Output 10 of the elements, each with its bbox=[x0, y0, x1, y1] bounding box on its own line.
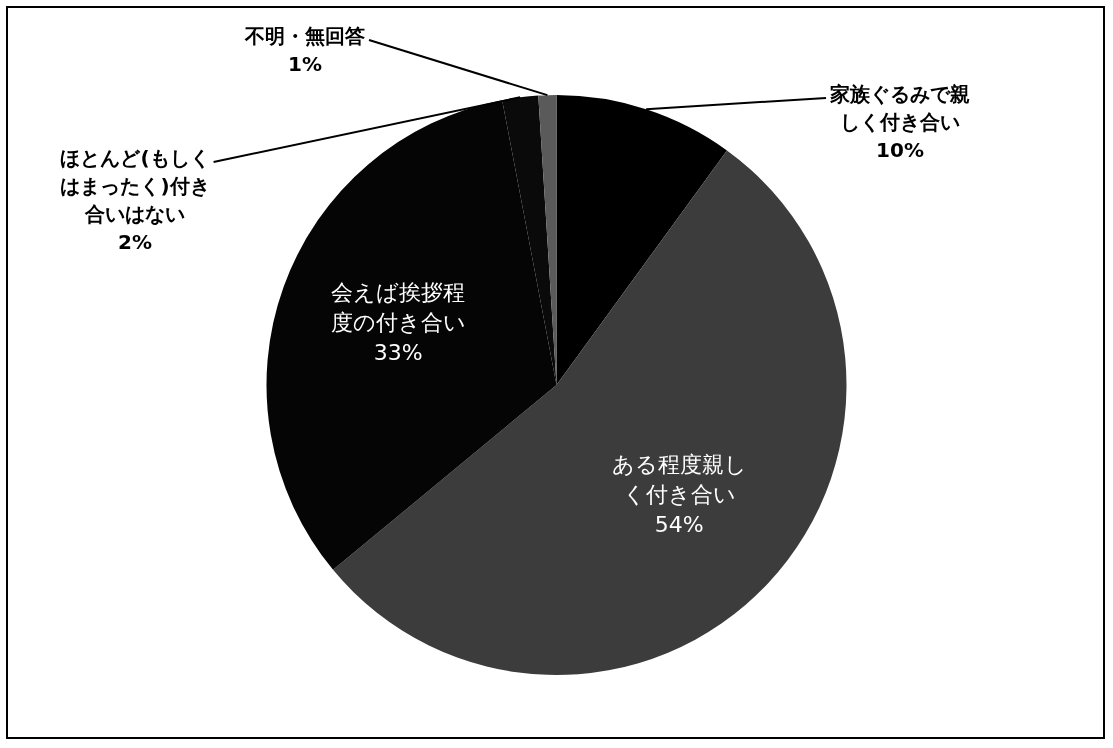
data-label: 10% bbox=[876, 138, 924, 163]
slice-label: 不明・無回答 bbox=[244, 24, 365, 49]
data-label: 33% bbox=[373, 339, 423, 365]
slice-label: ある程度親しく付き合い bbox=[611, 451, 747, 507]
data-label: 2% bbox=[118, 230, 152, 255]
slice-label: 会えば挨拶程度の付き合い bbox=[330, 279, 466, 335]
slice-label: ほとんど(もしくはまったく)付き合いはない bbox=[60, 146, 210, 227]
slice-label: 家族ぐるみで親しく付き合い bbox=[829, 82, 970, 135]
data-label: 1% bbox=[288, 52, 322, 77]
data-label: 54% bbox=[654, 511, 704, 537]
